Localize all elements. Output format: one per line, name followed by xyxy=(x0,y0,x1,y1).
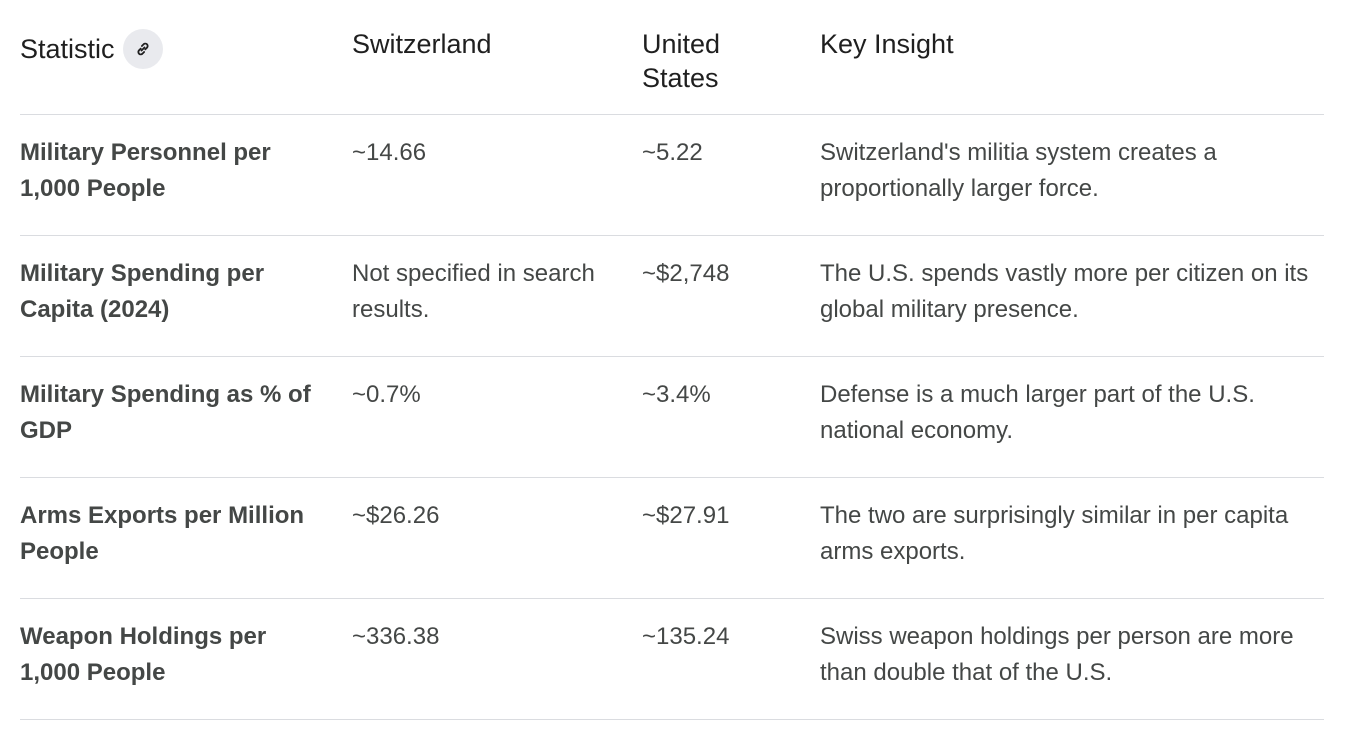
table-row: Military Personnel per 1,000 People ~14.… xyxy=(20,114,1324,236)
table-row: Military Spending as % of GDP ~0.7% ~3.4… xyxy=(20,356,1324,478)
cell-switzerland: Not specified in search results. xyxy=(352,235,642,357)
cell-key-insight: Switzerland's militia system creates a p… xyxy=(820,114,1324,236)
header-united-states: United States xyxy=(642,0,820,115)
table-header-row: Statistic Switzerland United States Key … xyxy=(20,0,1324,115)
cell-key-insight: Defense is a much larger part of the U.S… xyxy=(820,356,1324,478)
comparison-table-container: Statistic Switzerland United States Key … xyxy=(20,0,1324,720)
link-icon xyxy=(137,42,149,56)
cell-switzerland: ~$26.26 xyxy=(352,477,642,599)
cell-united-states: ~135.24 xyxy=(642,598,820,720)
cell-statistic: Military Spending per Capita (2024) xyxy=(20,235,352,357)
cell-united-states: ~$2,748 xyxy=(642,235,820,357)
cell-statistic: Arms Exports per Million People xyxy=(20,477,352,599)
cell-switzerland: ~336.38 xyxy=(352,598,642,720)
cell-switzerland: ~0.7% xyxy=(352,356,642,478)
table-row: Arms Exports per Million People ~$26.26 … xyxy=(20,477,1324,599)
table-row: Weapon Holdings per 1,000 People ~336.38… xyxy=(20,598,1324,720)
comparison-table: Statistic Switzerland United States Key … xyxy=(20,0,1324,720)
table-row: Military Spending per Capita (2024) Not … xyxy=(20,235,1324,357)
cell-united-states: ~3.4% xyxy=(642,356,820,478)
header-statistic-label: Statistic xyxy=(20,34,115,64)
cell-statistic: Weapon Holdings per 1,000 People xyxy=(20,598,352,720)
cell-key-insight: The two are surprisingly similar in per … xyxy=(820,477,1324,599)
header-statistic: Statistic xyxy=(20,0,352,115)
cell-united-states: ~5.22 xyxy=(642,114,820,236)
cell-switzerland: ~14.66 xyxy=(352,114,642,236)
copy-link-button[interactable] xyxy=(122,29,163,69)
cell-united-states: ~$27.91 xyxy=(642,477,820,599)
cell-statistic: Military Personnel per 1,000 People xyxy=(20,114,352,236)
cell-key-insight: Swiss weapon holdings per person are mor… xyxy=(820,598,1324,720)
cell-statistic: Military Spending as % of GDP xyxy=(20,356,352,478)
header-switzerland: Switzerland xyxy=(352,0,642,115)
header-key-insight: Key Insight xyxy=(820,0,1324,115)
cell-key-insight: The U.S. spends vastly more per citizen … xyxy=(820,235,1324,357)
